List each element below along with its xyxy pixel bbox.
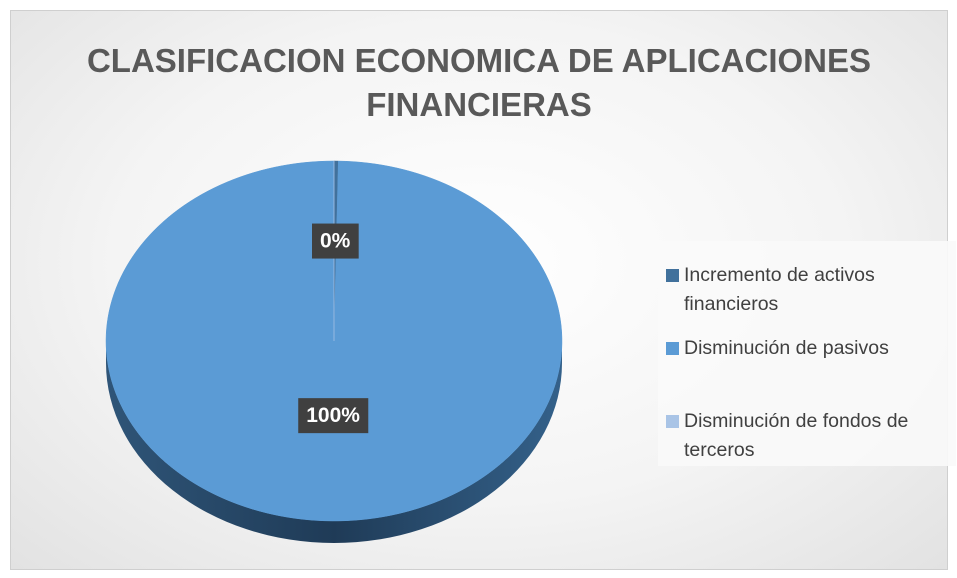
data-label-box	[298, 398, 369, 434]
legend-swatch	[666, 342, 679, 355]
pie-area: 0% 100%	[105, 160, 563, 543]
data-label: 100%	[298, 398, 369, 434]
data-label: 0%	[312, 223, 359, 259]
data-label-box	[312, 223, 359, 259]
legend-label: Disminución de fondos de terceros	[684, 410, 909, 461]
chart: 0% 100% CLASIFICACION ECONOMICA DE APLICA…	[10, 10, 956, 570]
legend-item: Disminución de fondos de terceros	[666, 407, 951, 465]
legend: Incremento de activos financieros Disminu…	[658, 241, 956, 466]
legend-label: Incremento de activos financieros	[684, 264, 875, 315]
legend-item: Incremento de activos financieros	[666, 261, 951, 319]
data-label-text: 100%	[306, 404, 360, 427]
data-label-text: 0%	[320, 230, 351, 253]
legend-swatch	[666, 269, 679, 282]
legend-item: Disminución de pasivos	[666, 334, 951, 363]
chart-title: CLASIFICACION ECONOMICA DE APLICACIONES …	[86, 42, 872, 123]
legend-label: Disminución de pasivos	[684, 337, 889, 359]
legend-swatch	[666, 415, 679, 428]
